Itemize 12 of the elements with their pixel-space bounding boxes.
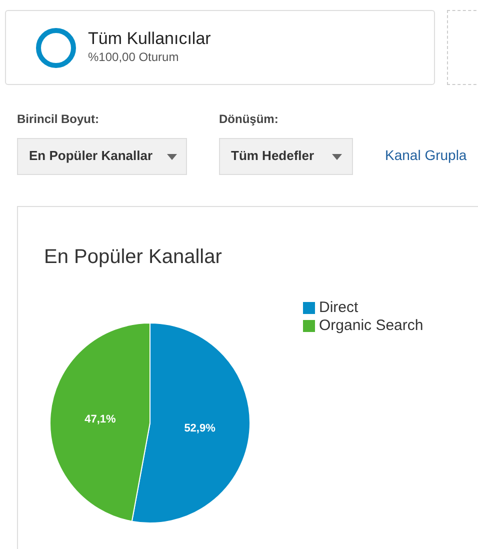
text: Tüm Kullanıcılar: [88, 29, 211, 49]
text: Tüm Hedefler: [231, 148, 314, 163]
legend-label: Direct: [319, 299, 358, 316]
text: Dönüşüm:: [219, 112, 278, 126]
text: Birincil Boyut:: [17, 112, 100, 126]
data-label: 47,1%: [84, 413, 116, 426]
text: Kanal Grupla: [385, 147, 467, 163]
text: %100,00 Oturum: [88, 50, 179, 64]
chart-title: En Popüler Kanallar: [44, 246, 222, 268]
text: En Popüler Kanallar: [29, 148, 153, 163]
legend-label: Organic Search: [319, 317, 424, 334]
data-label: 52,9%: [184, 422, 216, 434]
